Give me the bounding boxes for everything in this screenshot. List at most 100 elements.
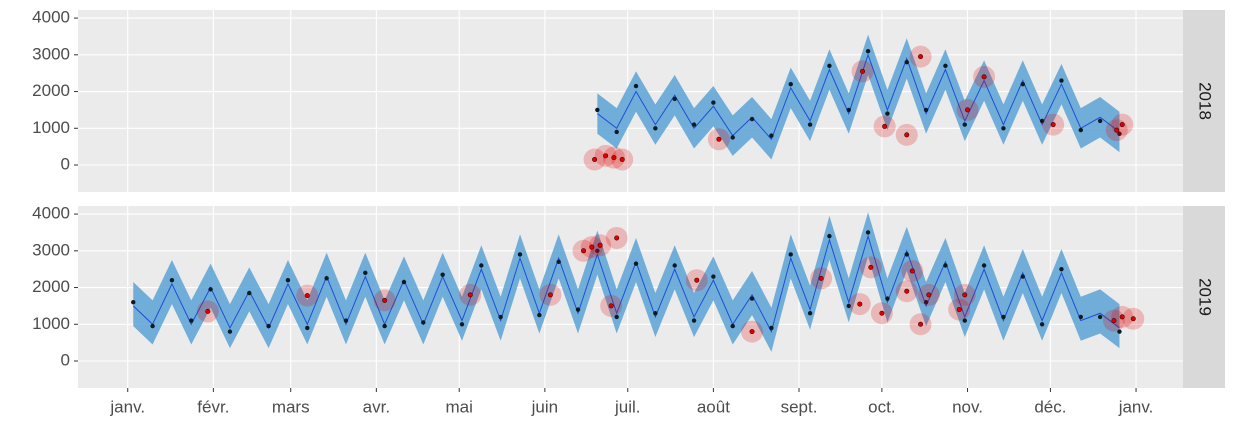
anomaly-point [592, 156, 598, 162]
fit-line [597, 53, 1120, 141]
anomaly-point [904, 288, 910, 294]
observed-point [556, 259, 561, 265]
x-tick-label: nov. [952, 397, 983, 416]
anomaly-point [956, 307, 962, 313]
anomaly-point [304, 293, 310, 299]
observed-point [672, 96, 677, 102]
observed-point [846, 107, 851, 113]
observed-point [537, 312, 542, 318]
anomaly-point [205, 308, 211, 314]
observed-point [595, 107, 600, 113]
observed-point [1039, 118, 1045, 124]
observed-point [943, 63, 948, 69]
observed-point [227, 329, 233, 334]
observed-point [363, 270, 368, 276]
observed-point [189, 318, 194, 323]
observed-point [131, 300, 136, 305]
observed-point [1020, 274, 1025, 279]
x-tick-label: juil. [614, 397, 641, 416]
observed-point [1059, 266, 1064, 272]
anomaly-point [611, 155, 617, 161]
anomaly-point [860, 68, 866, 74]
anomaly-point [1119, 314, 1125, 320]
anomaly-point [597, 242, 603, 248]
x-tick-label: août [697, 397, 730, 416]
y-tick-label: 2000 [32, 81, 70, 100]
anomaly-point [608, 303, 614, 309]
observed-point [749, 116, 755, 122]
observed-point [1020, 81, 1025, 87]
confidence-band [133, 212, 1120, 352]
anomaly-point [926, 292, 932, 298]
x-tick-label: mai [446, 397, 473, 416]
anomaly-point [1130, 316, 1136, 322]
observed-point [1039, 322, 1045, 327]
observed-point [962, 318, 967, 323]
anomaly-point [918, 321, 924, 327]
observed-point [1097, 118, 1103, 124]
anomaly-point [1050, 122, 1056, 128]
observed-point [614, 129, 619, 135]
observed-point [827, 63, 832, 69]
anomaly-point [467, 292, 473, 298]
x-tick-label: janv. [1118, 397, 1154, 416]
anomaly-point [619, 156, 625, 162]
y-tick-label: 1000 [32, 118, 70, 137]
observed-point [827, 233, 832, 239]
y-tick-label: 2000 [32, 277, 70, 296]
observed-point [479, 263, 484, 268]
x-tick-label: févr. [197, 397, 229, 416]
observed-point [691, 318, 697, 323]
observed-point [865, 230, 871, 235]
observed-point [285, 277, 291, 283]
observed-point [769, 325, 774, 331]
observed-point [208, 287, 213, 292]
anomaly-point [818, 275, 824, 281]
anomaly-point [879, 310, 885, 316]
observed-point [575, 307, 581, 312]
observed-point [401, 279, 407, 285]
observed-point [981, 263, 987, 268]
anomaly-point [868, 264, 874, 270]
observed-point [691, 122, 697, 127]
observed-point [150, 323, 155, 329]
observed-point [1117, 131, 1122, 136]
anomaly-point [857, 301, 863, 307]
observed-point [1059, 78, 1064, 83]
anomaly-point [981, 74, 987, 80]
observed-point [614, 314, 619, 320]
anomaly-point [694, 277, 700, 283]
observed-point [904, 252, 909, 257]
anomaly-point [909, 268, 915, 274]
observed-point [517, 252, 523, 257]
anomaly-point [1111, 318, 1117, 324]
fit-line [132, 234, 1120, 333]
anomaly-point [382, 297, 388, 303]
observed-point [382, 323, 387, 329]
anomaly-point [965, 107, 971, 113]
observed-point [1078, 127, 1083, 133]
observed-point [885, 296, 890, 301]
anomaly-point [918, 54, 924, 60]
y-tick-label: 3000 [32, 44, 70, 63]
observed-point [865, 48, 871, 54]
observed-point [923, 107, 929, 113]
observed-point [1097, 314, 1103, 320]
observed-point [885, 111, 890, 116]
observed-point [788, 252, 793, 257]
observed-point [749, 296, 755, 301]
observed-point [788, 81, 793, 87]
x-tick-label: déc. [1034, 397, 1066, 416]
observed-point [266, 323, 271, 329]
x-tick-label: avr. [363, 397, 390, 416]
y-tick-label: 4000 [32, 204, 70, 223]
observed-point [421, 320, 426, 325]
observed-point [769, 133, 774, 138]
observed-point [324, 276, 329, 281]
observed-point [1001, 126, 1006, 131]
anomaly-point [962, 292, 968, 298]
observed-point [343, 318, 349, 323]
observed-point [498, 314, 503, 320]
observed-point [711, 274, 716, 279]
observed-point [672, 263, 677, 268]
